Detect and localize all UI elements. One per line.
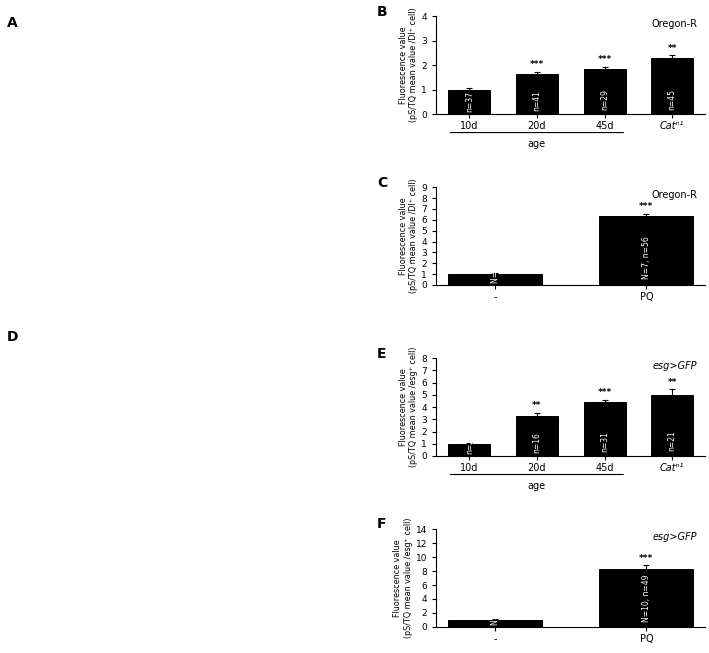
- Text: esg>GFP: esg>GFP: [653, 361, 698, 371]
- Text: C: C: [376, 176, 387, 189]
- Y-axis label: Fluorescence value
(pS/TQ mean value /DI⁺ cell): Fluorescence value (pS/TQ mean value /DI…: [399, 8, 418, 123]
- Text: n=21: n=21: [668, 430, 676, 451]
- Text: esg>GFP: esg>GFP: [653, 532, 698, 542]
- Text: ***: ***: [640, 554, 654, 563]
- Text: n=45: n=45: [668, 89, 676, 110]
- Bar: [600, 569, 693, 627]
- Bar: [652, 58, 693, 114]
- Bar: [516, 416, 558, 456]
- Text: Oregon-R: Oregon-R: [652, 190, 698, 200]
- Text: **: **: [532, 402, 542, 410]
- Bar: [584, 69, 625, 114]
- Text: F: F: [376, 517, 386, 532]
- Text: Oregon-R: Oregon-R: [652, 19, 698, 29]
- Text: N=8, n=24: N=8, n=24: [491, 240, 500, 283]
- Text: N=10, n=49: N=10, n=49: [642, 575, 651, 622]
- Bar: [516, 74, 558, 114]
- Text: ***: ***: [598, 388, 612, 397]
- Text: n=29: n=29: [600, 89, 609, 110]
- Text: ***: ***: [530, 60, 544, 69]
- Text: **: **: [667, 377, 677, 387]
- Text: n=16: n=16: [532, 432, 542, 453]
- Bar: [584, 402, 625, 456]
- Text: **: **: [667, 44, 677, 53]
- Y-axis label: Fluorescence value
(pS/TQ mean value /esg⁺ cell): Fluorescence value (pS/TQ mean value /es…: [393, 518, 413, 638]
- Text: age: age: [528, 139, 546, 150]
- Bar: [652, 395, 693, 456]
- Text: B: B: [376, 5, 387, 18]
- Text: N=7, n=56: N=7, n=56: [642, 236, 651, 279]
- Bar: [448, 274, 542, 285]
- Text: A: A: [7, 16, 18, 30]
- Y-axis label: Fluorescence value
(pS/TQ mean value /esg⁺ cell): Fluorescence value (pS/TQ mean value /es…: [399, 347, 418, 468]
- Text: n=31: n=31: [600, 431, 609, 452]
- Text: E: E: [376, 347, 386, 360]
- Bar: [600, 216, 693, 285]
- Bar: [448, 89, 490, 114]
- Y-axis label: Fluorescence value
(pS/TQ mean value /DI⁺ cell): Fluorescence value (pS/TQ mean value /DI…: [399, 179, 418, 293]
- Bar: [448, 444, 490, 456]
- Text: N=7, n=21: N=7, n=21: [491, 582, 500, 625]
- Text: age: age: [528, 481, 546, 491]
- Text: n=22: n=22: [465, 433, 474, 454]
- Bar: [448, 620, 542, 627]
- Text: ***: ***: [598, 56, 612, 65]
- Text: n=37: n=37: [465, 91, 474, 112]
- Text: n=41: n=41: [532, 90, 542, 111]
- Text: D: D: [7, 330, 18, 343]
- Text: ***: ***: [640, 202, 654, 211]
